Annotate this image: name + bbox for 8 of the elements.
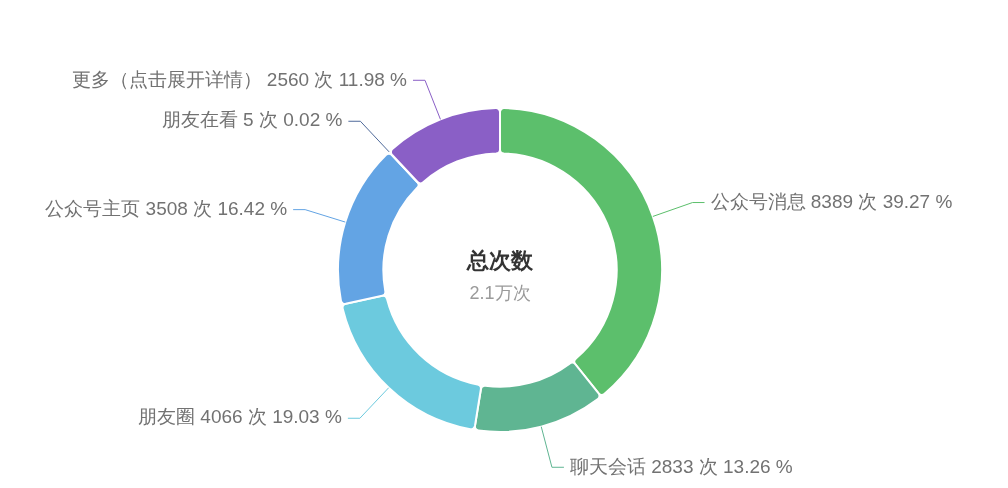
text: 总次数 (466, 248, 534, 274)
text: 2.1万次 (469, 282, 531, 303)
slice-label: 朋友在看 5 次 0.02 % (161, 109, 343, 131)
slice-label: 公众号主页 3508 次 16.42 % (45, 197, 288, 219)
slice-label: 更多（点击展开详情） 2560 次 11.98 % (71, 68, 408, 90)
slice-label: 聊天会话 2833 次 13.26 % (569, 455, 793, 477)
slice-label: 公众号消息 8389 次 39.27 % (710, 190, 953, 212)
slice-label: 朋友圈 4066 次 19.03 % (138, 406, 342, 428)
